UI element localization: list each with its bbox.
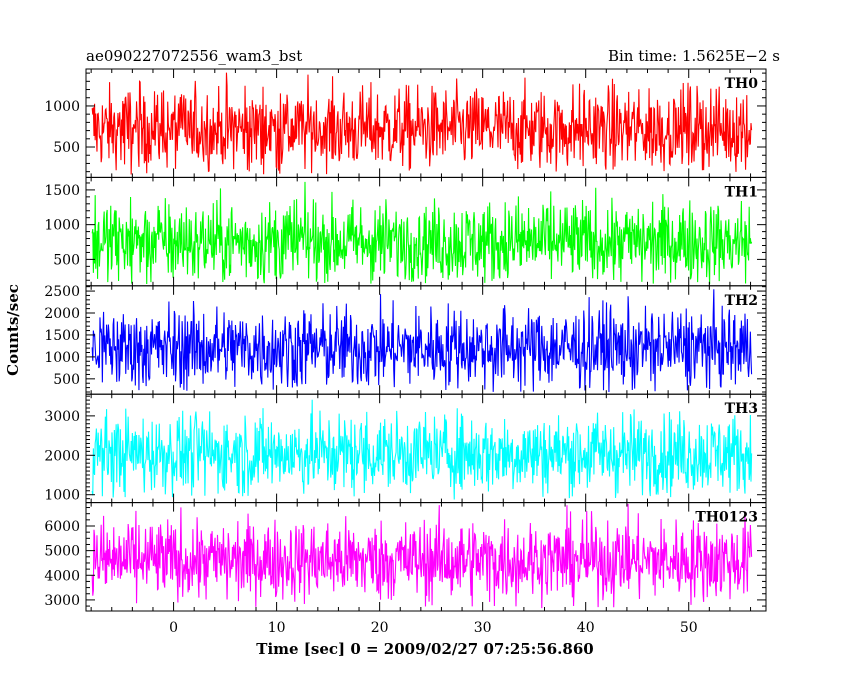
panel-th0123: 3000 4000 5000 6000 TH0123 <box>44 502 767 612</box>
panel-label-th1: TH1 <box>725 184 758 200</box>
series-th2 <box>91 289 753 393</box>
y-tick-label-th0: 1000 <box>44 99 80 115</box>
series-th0 <box>91 72 753 175</box>
y-tick-label-th1: 500 <box>53 252 80 268</box>
y-tick-label-th0123: 5000 <box>44 544 80 560</box>
panel-th3: 1000 2000 3000 TH3 <box>44 393 767 504</box>
x-tick-label: 0 <box>169 620 178 636</box>
y-tick-label-th0: 500 <box>53 140 80 156</box>
series-th1 <box>91 181 753 285</box>
y-tick-label-th2: 500 <box>53 372 80 388</box>
y-tick-label-th2: 2500 <box>44 284 80 300</box>
y-tick-label-th1: 1500 <box>44 183 80 199</box>
y-tick-label-th2: 1500 <box>44 328 80 344</box>
panel-th2: 500 1000 1500 2000 2500 TH2 <box>44 284 767 395</box>
y-tick-label-th1: 1000 <box>44 218 80 234</box>
y-tick-label-th3: 2000 <box>44 448 80 464</box>
panel-label-th0: TH0 <box>725 76 759 92</box>
panel-label-th3: TH3 <box>725 401 758 417</box>
x-axis: 0 10 20 30 40 50 <box>169 620 698 636</box>
y-tick-label-th2: 2000 <box>44 306 80 322</box>
panel-th0: 500 1000 TH0 <box>44 68 767 178</box>
x-tick-label: 20 <box>371 620 389 636</box>
x-tick-label: 50 <box>680 620 698 636</box>
panel-th1: 500 1000 1500 TH1 <box>44 176 767 287</box>
x-tick-label: 40 <box>577 620 595 636</box>
y-tick-label-th2: 1000 <box>44 350 80 366</box>
x-axis-title: Time [sec] 0 = 2009/02/27 07:25:56.860 <box>256 640 593 658</box>
panels: 500 1000 TH0 500 1000 1500 TH1 500 1000 1500 2000 2… <box>44 68 767 612</box>
series-th3 <box>91 399 753 500</box>
bin-time-label: Bin time: 1.5625E−2 s <box>608 47 780 65</box>
x-tick-label: 30 <box>474 620 492 636</box>
y-tick-label-th3: 1000 <box>44 488 80 504</box>
file-label: ae090227072556_wam3_bst <box>86 47 302 65</box>
y-tick-label-th3: 3000 <box>44 409 80 425</box>
y-axis-title: Counts/sec <box>4 284 22 376</box>
series-th0123 <box>91 503 753 609</box>
y-tick-label-th0123: 4000 <box>44 568 80 584</box>
panel-label-th0123: TH0123 <box>695 510 758 526</box>
x-tick-label: 10 <box>268 620 286 636</box>
y-tick-label-th0123: 3000 <box>44 593 80 609</box>
y-tick-label-th0123: 6000 <box>44 519 80 535</box>
panel-label-th2: TH2 <box>725 293 758 309</box>
